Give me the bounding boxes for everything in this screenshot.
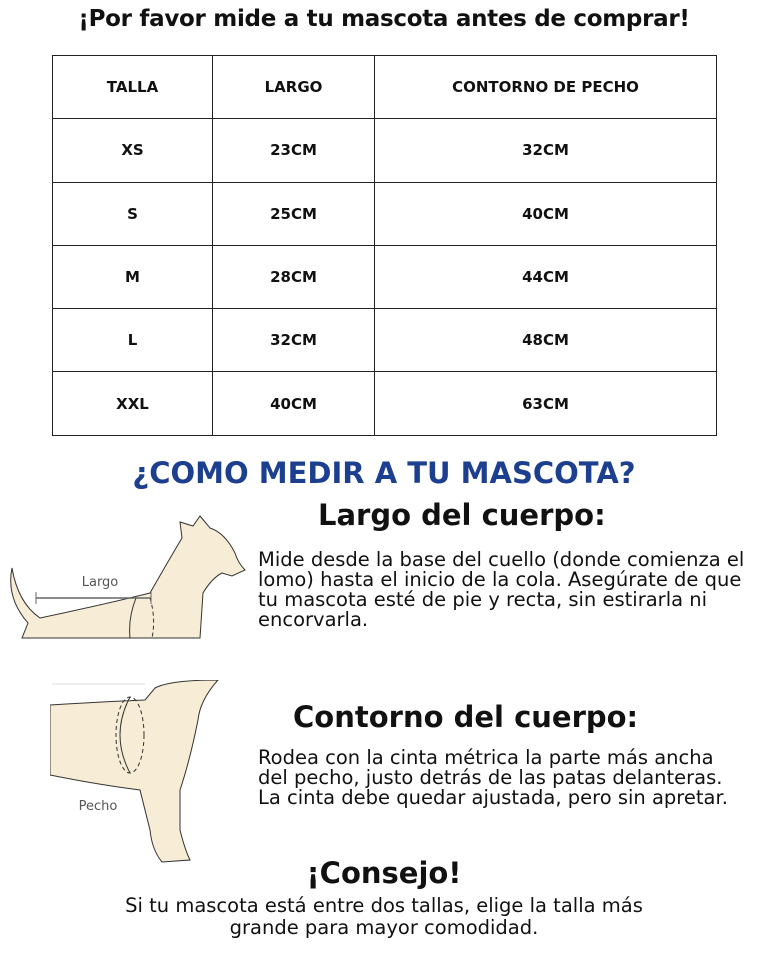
cell: XS xyxy=(52,118,213,183)
cell: M xyxy=(52,244,213,310)
cell: L xyxy=(52,308,213,373)
largo-label: Largo xyxy=(82,575,119,590)
table-row: XXL 40CM 63CM xyxy=(52,371,717,436)
table-row: XS 23CM 32CM xyxy=(52,118,717,183)
contorno-text: Rodea con la cinta métrica la parte más … xyxy=(258,746,728,809)
dog-pecho-illustration: Pecho xyxy=(50,680,219,863)
table-header-row: TALLA LARGO CONTORNO DE PECHO xyxy=(52,54,717,120)
header-contorno: CONTORNO DE PECHO xyxy=(374,54,717,120)
cell: 48CM xyxy=(374,308,717,373)
largo-text: Mide desde la base del cuello (donde com… xyxy=(258,548,745,631)
cell: 23CM xyxy=(212,118,375,183)
cell: 32CM xyxy=(374,118,717,183)
how-to-measure-title: ¿COMO MEDIR A TU MASCOTA? xyxy=(132,456,636,490)
page-title: ¡Por favor mide a tu mascota antes de co… xyxy=(78,6,690,32)
header-largo: LARGO xyxy=(212,54,375,120)
header-talla: TALLA xyxy=(52,54,213,120)
cell: 40CM xyxy=(212,371,375,436)
cell: 28CM xyxy=(212,244,375,310)
dog-largo-illustration: Largo xyxy=(10,515,246,639)
pecho-label: Pecho xyxy=(79,799,118,814)
tip-text: Si tu mascota está entre dos tallas, eli… xyxy=(125,894,643,939)
cell: 40CM xyxy=(374,181,717,246)
largo-heading: Largo del cuerpo: xyxy=(318,498,606,532)
table-row: M 28CM 44CM xyxy=(52,244,717,310)
cell: 32CM xyxy=(212,308,375,373)
cell: 63CM xyxy=(374,371,717,436)
size-table: TALLA LARGO CONTORNO DE PECHO XS 23CM 32CM… xyxy=(52,54,717,436)
contorno-heading: Contorno del cuerpo: xyxy=(293,700,639,734)
cell: S xyxy=(52,181,213,246)
cell: XXL xyxy=(52,371,213,436)
cell: 44CM xyxy=(374,244,717,310)
table-row: S 25CM 40CM xyxy=(52,181,717,246)
table-row: L 32CM 48CM xyxy=(52,308,717,373)
tip-heading: ¡Consejo! xyxy=(306,856,462,890)
cell: 25CM xyxy=(212,181,375,246)
